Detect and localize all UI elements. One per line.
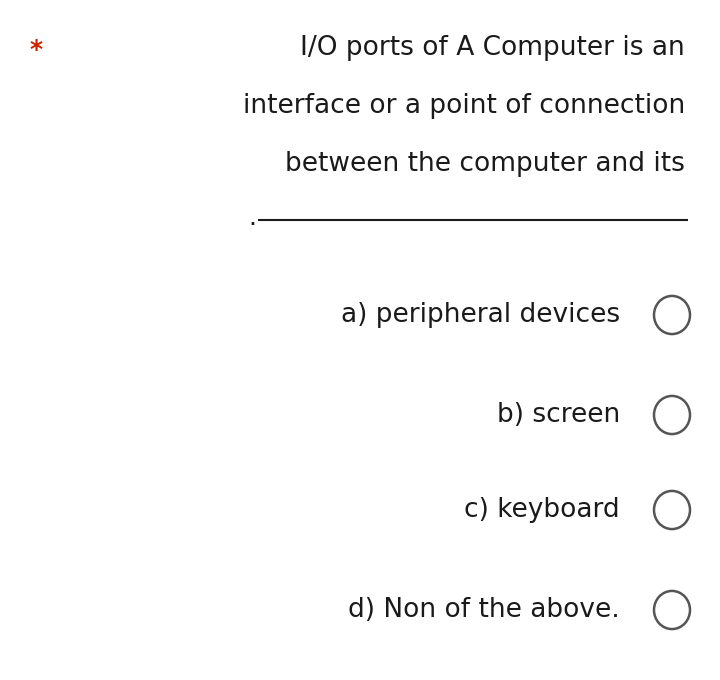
Text: I/O ports of A Computer is an: I/O ports of A Computer is an (300, 35, 685, 61)
Text: d) Non of the above.: d) Non of the above. (348, 597, 620, 623)
Text: between the computer and its: between the computer and its (285, 151, 685, 177)
Text: interface or a point of connection: interface or a point of connection (243, 93, 685, 119)
Text: *: * (30, 38, 43, 62)
Text: c) keyboard: c) keyboard (464, 497, 620, 523)
Text: .: . (248, 206, 256, 230)
Text: b) screen: b) screen (497, 402, 620, 428)
Text: a) peripheral devices: a) peripheral devices (341, 302, 620, 328)
